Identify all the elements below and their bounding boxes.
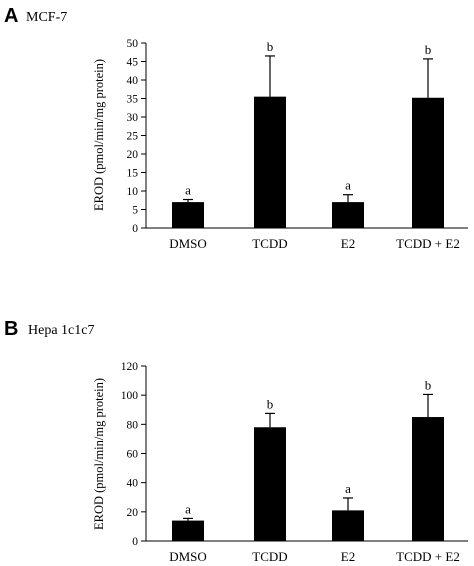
panel-b-category-label-2: E2 (341, 549, 355, 564)
panel-a-y-tick-label: 45 (127, 57, 139, 69)
panel-a-y-tick-label: 35 (127, 94, 139, 106)
panel-b-y-tick-label: 60 (127, 449, 139, 461)
panel-a-category-label-1: TCDD (252, 236, 287, 251)
panel-b-significance-1: b (267, 396, 274, 411)
panel-a: A MCF-7 EROD (pmol/min/mg protein) 0 5 10 1… (4, 5, 468, 251)
panel-a-y-tick-label: 20 (127, 149, 139, 161)
panel-a-y-tick-label: 10 (127, 186, 139, 198)
panel-a-y-tick-label: 50 (127, 38, 139, 50)
panel-b-bar-1 (254, 427, 286, 541)
panel-a-bar-3 (412, 97, 444, 228)
panel-a-significance-0: a (185, 183, 191, 198)
panel-b-category-label-3: TCDD + E2 (396, 549, 460, 564)
panel-b-letter: B (4, 318, 18, 340)
panel-a-letter: A (4, 5, 18, 27)
panel-a-significance-2: a (345, 178, 351, 193)
panel-b-y-axis-title: EROD (pmol/min/mg protein) (92, 378, 106, 530)
panel-a-title: MCF-7 (26, 10, 67, 25)
panel-a-bar-1 (254, 96, 286, 229)
panel-a-bar-2 (332, 202, 364, 228)
panel-b-y-tick-label: 0 (132, 536, 138, 548)
panel-b-y-tick-label: 120 (121, 361, 139, 373)
panel-b-y-tick-label: 20 (127, 507, 139, 519)
panel-a-y-tick-label: 40 (127, 75, 139, 87)
panel-b-y-tick-label: 80 (127, 419, 139, 431)
panel-a-category-label-0: DMSO (169, 236, 207, 251)
panel-a-y-tick-label: 30 (127, 112, 139, 124)
panel-a-category-label-3: TCDD + E2 (396, 236, 460, 251)
panel-b-y-tick-label: 40 (127, 478, 139, 490)
panel-a-y-tick-label: 15 (127, 168, 139, 180)
panel-b-title: Hepa 1c1c7 (28, 323, 94, 338)
panel-a-y-tick-label: 5 (132, 205, 138, 217)
panel-b-bar-3 (412, 417, 444, 541)
panel-a-y-axis-title: EROD (pmol/min/mg protein) (92, 59, 106, 211)
panel-a-significance-3: b (425, 42, 432, 57)
panel-a-category-label-2: E2 (341, 236, 355, 251)
panel-b-bar-2 (332, 510, 364, 541)
panel-a-y-tick-label: 0 (132, 223, 138, 235)
panel-a-significance-1: b (267, 39, 274, 54)
panel-a-bar-0 (172, 202, 204, 228)
panel-b-bar-0 (172, 520, 204, 541)
panel-b-category-label-1: TCDD (252, 549, 287, 564)
panel-b-significance-2: a (345, 481, 351, 496)
panel-b-y-tick-label: 100 (121, 390, 139, 402)
panel-b-category-label-0: DMSO (169, 549, 207, 564)
panel-b: B Hepa 1c1c7 EROD (pmol/min/mg protein) … (4, 318, 468, 564)
panel-b-significance-0: a (185, 501, 191, 516)
panel-a-y-tick-label: 25 (127, 131, 139, 143)
panel-b-significance-3: b (425, 377, 432, 392)
